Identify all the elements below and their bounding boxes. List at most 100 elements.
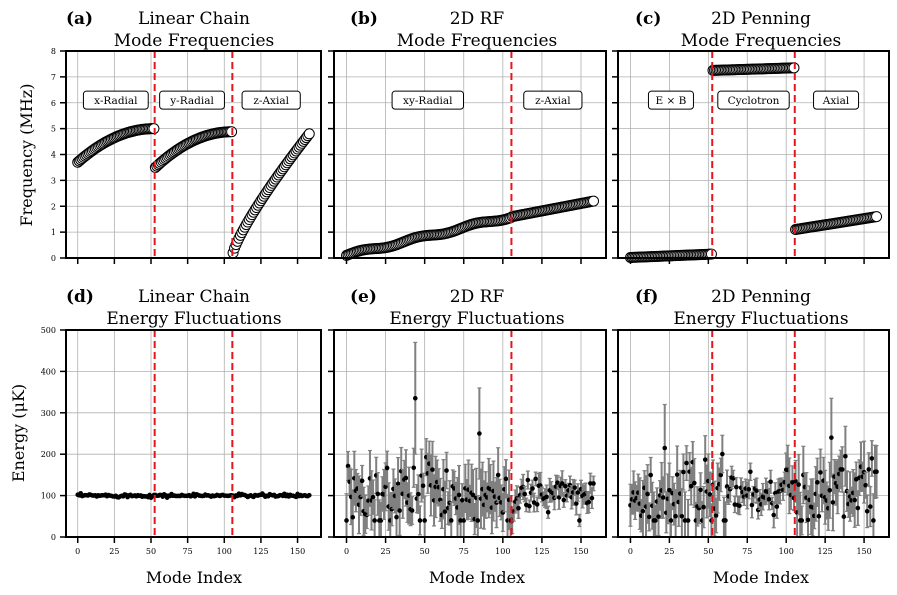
panel-c-title-line1: 2D Penning [711,9,811,29]
data-point [698,487,703,493]
data-point [679,513,685,519]
panel-c: (c) 2D Penning Mode Frequencies E × B Cyc… [612,9,890,264]
data-point [864,508,870,514]
data-point [412,396,418,401]
y-tick-label: 0 [51,533,56,542]
data-point [692,480,697,486]
panel-a: (a) Linear Chain Mode Frequencies 0 1 2 3 4 5… [51,9,322,264]
data-point [863,482,868,488]
data-point [640,508,646,514]
data-point [430,467,435,472]
data-point [868,504,873,509]
data-point [818,470,823,475]
data-point [648,472,654,478]
data-point [668,518,674,523]
region-label: Cyclotron [728,95,780,107]
data-point [855,505,861,511]
x-tick-label: 125 [534,547,549,556]
data-point [587,195,599,207]
data-point [685,518,691,523]
data-point [734,484,739,490]
data-point [442,509,448,514]
data-point [793,478,798,484]
data-point [829,435,834,440]
data-point [688,483,694,489]
y-axis-label-energy: Energy (μK) [9,384,28,482]
data-point [815,480,820,485]
region-box [647,90,694,110]
x-axis-label-e: Mode Index [429,568,525,587]
panel-b-title-line2: Mode Frequencies [397,31,558,51]
data-point [866,467,872,472]
data-point [306,492,312,498]
data-point [527,503,532,509]
x-tick-label: 100 [779,547,794,556]
panel-a-label: (a) [66,9,93,29]
panel-a-title-line1: Linear Chain [138,9,250,29]
x-tick-label: 125 [253,547,268,556]
y-tick-label: 3 [51,176,56,185]
data-point [667,487,672,493]
plot-area-e: 0 25 50 75 100 125 150 [328,329,607,556]
data-point [774,504,780,509]
y-tick-label: 6 [51,99,56,108]
panel-b: (b) 2D RF Mode Frequencies xy-Radial z-Ax… [328,9,607,264]
x-tick-label: 0 [344,547,349,556]
data-point [344,518,349,523]
plot-frame [333,329,607,538]
data-point [577,518,582,523]
panel-c-label: (c) [635,9,661,29]
data-point [461,518,467,523]
data-point [561,497,567,503]
y-tick-label: 300 [41,409,56,418]
data-point [359,478,365,484]
plot-area-f: 0 25 50 75 100 125 150 [612,329,890,556]
data-point [737,503,742,509]
y-tick-label: 0 [51,254,56,263]
data-point [411,465,417,471]
x-tick-label: 125 [818,547,833,556]
panel-d-title-line1: Linear Chain [138,287,250,307]
x-tick-label: 100 [217,547,232,556]
data-point [646,514,652,520]
data-point [713,513,719,518]
region-label: z-Axial [253,95,289,107]
data-point [768,479,773,485]
region-box [391,90,464,110]
data-point [702,457,708,462]
data-point [459,498,465,503]
data-point [771,512,777,518]
x-tick-label: 150 [573,547,588,556]
x-tick-label: 50 [146,547,156,556]
panel-b-title-line1: 2D RF [450,9,505,29]
plot-area-b: xy-Radial z-Axial [328,50,607,264]
x-tick-label: 25 [380,547,390,556]
plot-area-c: E × B Cyclotron Axial [612,50,890,264]
data-point [681,469,686,475]
data-point [522,491,528,497]
region-label: Axial [822,95,850,107]
data-point [573,501,579,506]
data-point [841,514,847,519]
y-tick-label: 7 [51,73,56,82]
data-point [544,494,549,500]
region-box [717,90,790,110]
data-point [456,492,462,498]
region-box [523,90,583,110]
data-point [563,483,568,489]
panel-e: (e) 2D RF Energy Fluctuations 0 25 50 75 100… [328,287,607,556]
data-point [422,518,427,523]
x-tick-label: 0 [628,547,633,556]
x-tick-label: 150 [856,547,871,556]
data-point [766,496,772,502]
plot-frame [617,329,890,538]
x-tick-label: 75 [742,547,752,556]
data-point [827,487,833,493]
data-point [403,475,409,481]
data-point [852,497,858,503]
data-point [383,484,388,490]
data-point [495,472,501,478]
y-tick-label: 500 [41,326,56,335]
plot-frame [65,50,322,259]
data-point [559,481,565,486]
